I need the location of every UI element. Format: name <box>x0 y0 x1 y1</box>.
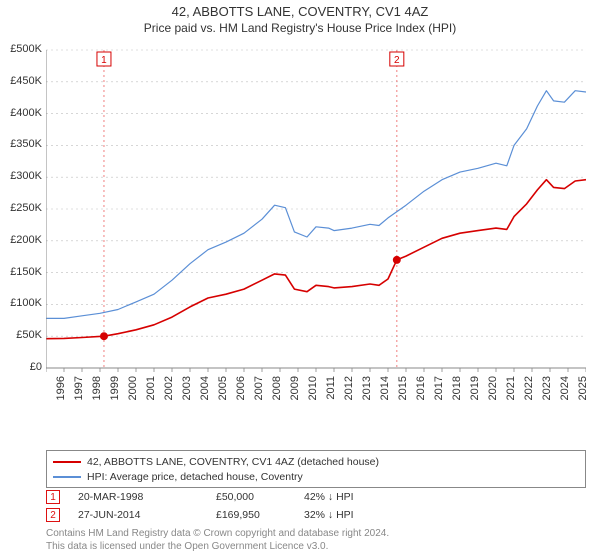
svg-text:2009: 2009 <box>289 376 301 400</box>
footer-line-2: This data is licensed under the Open Gov… <box>46 541 586 554</box>
title-line-1: 42, ABBOTTS LANE, COVENTRY, CV1 4AZ <box>0 4 600 19</box>
legend-swatch <box>53 476 81 478</box>
svg-text:2021: 2021 <box>505 376 517 400</box>
svg-text:1: 1 <box>101 55 107 66</box>
legend-item: 42, ABBOTTS LANE, COVENTRY, CV1 4AZ (det… <box>53 454 579 469</box>
svg-text:2008: 2008 <box>271 376 283 400</box>
event-date: 20-MAR-1998 <box>78 491 198 503</box>
svg-text:2000: 2000 <box>127 376 139 400</box>
y-tick-label: £50K <box>16 329 42 341</box>
event-marker: 2 <box>46 508 60 522</box>
svg-text:2: 2 <box>394 55 400 66</box>
y-tick-label: £100K <box>10 297 42 309</box>
svg-text:2015: 2015 <box>397 376 409 400</box>
svg-text:2017: 2017 <box>433 376 445 400</box>
svg-text:2005: 2005 <box>217 376 229 400</box>
svg-text:2014: 2014 <box>379 376 391 400</box>
footer-line-1: Contains HM Land Registry data © Crown c… <box>46 528 586 541</box>
svg-text:1995: 1995 <box>46 376 49 400</box>
svg-text:2006: 2006 <box>235 376 247 400</box>
page: 42, ABBOTTS LANE, COVENTRY, CV1 4AZ Pric… <box>0 0 600 560</box>
svg-text:2016: 2016 <box>415 376 427 400</box>
svg-text:2007: 2007 <box>253 376 265 400</box>
svg-text:1997: 1997 <box>73 376 85 400</box>
event-row: 2 27-JUN-2014 £169,950 32% ↓ HPI <box>46 506 586 524</box>
svg-text:2002: 2002 <box>163 376 175 400</box>
events-table: 1 20-MAR-1998 £50,000 42% ↓ HPI 2 27-JUN… <box>46 488 586 524</box>
svg-text:2001: 2001 <box>145 376 157 400</box>
svg-text:1998: 1998 <box>91 376 103 400</box>
title-line-2: Price paid vs. HM Land Registry's House … <box>0 21 600 35</box>
y-tick-label: £0 <box>30 361 42 373</box>
y-tick-label: £400K <box>10 107 42 119</box>
chart: 1995 1996 1997 1998 1999 2000 2001 2002 2003 2004… <box>46 44 586 414</box>
event-pct: 42% ↓ HPI <box>304 491 404 503</box>
svg-text:2018: 2018 <box>451 376 463 400</box>
svg-text:2023: 2023 <box>541 376 553 400</box>
event-marker: 1 <box>46 490 60 504</box>
y-tick-label: £500K <box>10 43 42 55</box>
svg-text:2025: 2025 <box>577 376 586 400</box>
title-block: 42, ABBOTTS LANE, COVENTRY, CV1 4AZ Pric… <box>0 0 600 35</box>
legend-item: HPI: Average price, detached house, Cove… <box>53 469 579 484</box>
y-tick-label: £150K <box>10 266 42 278</box>
svg-text:2012: 2012 <box>343 376 355 400</box>
y-tick-label: £200K <box>10 234 42 246</box>
svg-text:2024: 2024 <box>559 376 571 400</box>
svg-text:2019: 2019 <box>469 376 481 400</box>
y-tick-label: £450K <box>10 75 42 87</box>
svg-text:2004: 2004 <box>199 376 211 400</box>
svg-text:2003: 2003 <box>181 376 193 400</box>
y-tick-label: £300K <box>10 170 42 182</box>
y-tick-label: £350K <box>10 138 42 150</box>
y-tick-label: £250K <box>10 202 42 214</box>
legend: 42, ABBOTTS LANE, COVENTRY, CV1 4AZ (det… <box>46 450 586 488</box>
legend-swatch <box>53 461 81 463</box>
event-price: £50,000 <box>216 491 286 503</box>
svg-text:2022: 2022 <box>523 376 535 400</box>
svg-text:2011: 2011 <box>325 376 337 400</box>
svg-text:2013: 2013 <box>361 376 373 400</box>
event-date: 27-JUN-2014 <box>78 509 198 521</box>
svg-text:2020: 2020 <box>487 376 499 400</box>
event-row: 1 20-MAR-1998 £50,000 42% ↓ HPI <box>46 488 586 506</box>
legend-label: HPI: Average price, detached house, Cove… <box>87 471 303 483</box>
event-pct: 32% ↓ HPI <box>304 509 404 521</box>
svg-text:2010: 2010 <box>307 376 319 400</box>
svg-text:1999: 1999 <box>109 376 121 400</box>
chart-svg: 1995 1996 1997 1998 1999 2000 2001 2002 2003 2004… <box>46 44 586 414</box>
event-price: £169,950 <box>216 509 286 521</box>
footer: Contains HM Land Registry data © Crown c… <box>46 528 586 553</box>
svg-text:1996: 1996 <box>55 376 67 400</box>
legend-label: 42, ABBOTTS LANE, COVENTRY, CV1 4AZ (det… <box>87 456 379 468</box>
